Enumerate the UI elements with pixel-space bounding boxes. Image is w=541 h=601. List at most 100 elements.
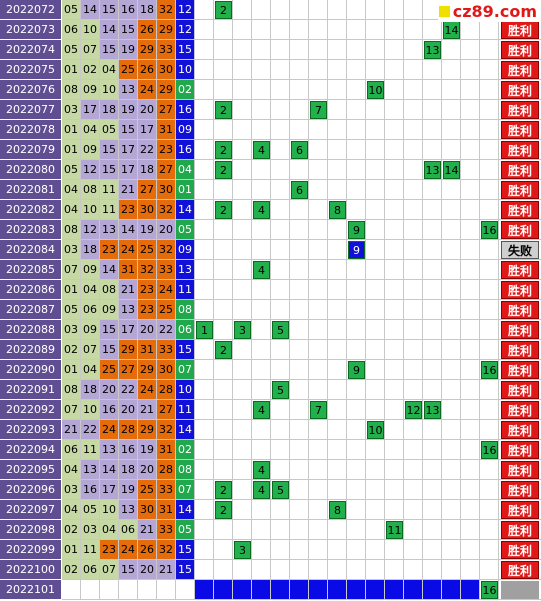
grid-cell — [271, 260, 290, 280]
result-empty — [501, 581, 539, 599]
pick-box: 2 — [215, 161, 232, 179]
grid-cell — [404, 180, 423, 200]
grid-cell — [366, 220, 385, 240]
red-ball-cell: 29 — [157, 20, 176, 40]
grid-cell — [309, 160, 328, 180]
grid-cell — [214, 400, 233, 420]
grid-cell — [461, 140, 480, 160]
red-ball-cell: 15 — [119, 120, 138, 140]
grid-cell — [404, 360, 423, 380]
grid-cell — [195, 20, 214, 40]
grid-cell — [423, 140, 442, 160]
grid-cell — [328, 420, 347, 440]
grid-cell — [423, 20, 442, 40]
red-ball-cell: 20 — [157, 220, 176, 240]
grid-cell — [309, 460, 328, 480]
blue-ball-cell: 05 — [176, 220, 195, 240]
grid-cell — [309, 440, 328, 460]
grid-cell — [214, 380, 233, 400]
red-ball-cell: 03 — [62, 100, 81, 120]
grid-cell — [252, 280, 271, 300]
issue-cell: 2022075 — [0, 60, 62, 80]
red-ball-cell — [100, 580, 119, 600]
pick-box: 6 — [291, 141, 308, 159]
grid-cell — [252, 560, 271, 580]
grid-cell — [271, 360, 290, 380]
blue-ball-cell: 07 — [176, 360, 195, 380]
red-ball-cell: 26 — [138, 60, 157, 80]
grid-cell — [461, 60, 480, 80]
red-ball-cell: 08 — [81, 180, 100, 200]
red-ball-cell: 30 — [138, 500, 157, 520]
pick-box: 16 — [481, 361, 498, 379]
grid-cell — [347, 380, 366, 400]
grid-cell — [214, 300, 233, 320]
grid-cell — [366, 540, 385, 560]
grid-cell — [290, 440, 309, 460]
pick-box: 7 — [310, 101, 327, 119]
grid-cell — [404, 220, 423, 240]
grid-cell — [252, 120, 271, 140]
grid-cell — [366, 340, 385, 360]
pick-box: 2 — [215, 101, 232, 119]
red-ball-cell: 02 — [62, 520, 81, 540]
grid-cell — [214, 180, 233, 200]
blue-ball-cell: 12 — [176, 0, 195, 20]
red-ball-cell: 10 — [81, 200, 100, 220]
red-ball-cell: 05 — [62, 160, 81, 180]
grid-cell — [366, 460, 385, 480]
issue-cell: 2022084 — [0, 240, 62, 260]
red-ball-cell: 05 — [62, 300, 81, 320]
grid-cell — [366, 160, 385, 180]
grid-cell — [442, 580, 461, 600]
grid-cell — [309, 580, 328, 600]
red-ball-cell: 07 — [100, 560, 119, 580]
grid-cell — [195, 480, 214, 500]
grid-cell — [347, 560, 366, 580]
pick-box: 4 — [253, 401, 270, 419]
grid-cell — [271, 120, 290, 140]
grid-cell — [480, 400, 499, 420]
grid-cell — [423, 580, 442, 600]
grid-cell — [328, 280, 347, 300]
logo-icon — [438, 5, 450, 17]
red-ball-cell: 20 — [138, 320, 157, 340]
grid-cell — [385, 420, 404, 440]
red-ball-cell: 21 — [138, 400, 157, 420]
grid-cell — [366, 180, 385, 200]
red-ball-cell: 09 — [81, 140, 100, 160]
red-ball-cell: 32 — [157, 200, 176, 220]
red-ball-cell: 14 — [100, 20, 119, 40]
blue-ball-cell: 09 — [176, 120, 195, 140]
blue-ball-cell: 14 — [176, 500, 195, 520]
grid-cell — [271, 300, 290, 320]
grid-cell — [214, 420, 233, 440]
blue-ball-cell: 15 — [176, 340, 195, 360]
grid-cell — [309, 500, 328, 520]
grid-cell — [195, 420, 214, 440]
grid-cell — [385, 320, 404, 340]
blue-ball-cell: 05 — [176, 520, 195, 540]
grid-cell — [252, 580, 271, 600]
red-ball-cell: 18 — [119, 460, 138, 480]
grid-cell — [461, 260, 480, 280]
issue-cell: 2022085 — [0, 260, 62, 280]
grid-cell — [366, 60, 385, 80]
result-badge: 胜利 — [501, 181, 539, 199]
red-ball-cell: 04 — [62, 200, 81, 220]
red-ball-cell: 19 — [138, 220, 157, 240]
red-ball-cell: 11 — [100, 180, 119, 200]
grid-cell — [271, 100, 290, 120]
red-ball-cell: 33 — [157, 480, 176, 500]
grid-cell — [309, 140, 328, 160]
pick-box: 4 — [253, 481, 270, 499]
result-badge: 胜利 — [501, 481, 539, 499]
grid-cell — [252, 440, 271, 460]
red-ball-cell: 24 — [100, 420, 119, 440]
grid-cell — [233, 520, 252, 540]
grid-cell — [271, 520, 290, 540]
red-ball-cell: 29 — [138, 40, 157, 60]
grid-cell — [328, 140, 347, 160]
grid-cell — [385, 240, 404, 260]
grid-cell — [423, 60, 442, 80]
